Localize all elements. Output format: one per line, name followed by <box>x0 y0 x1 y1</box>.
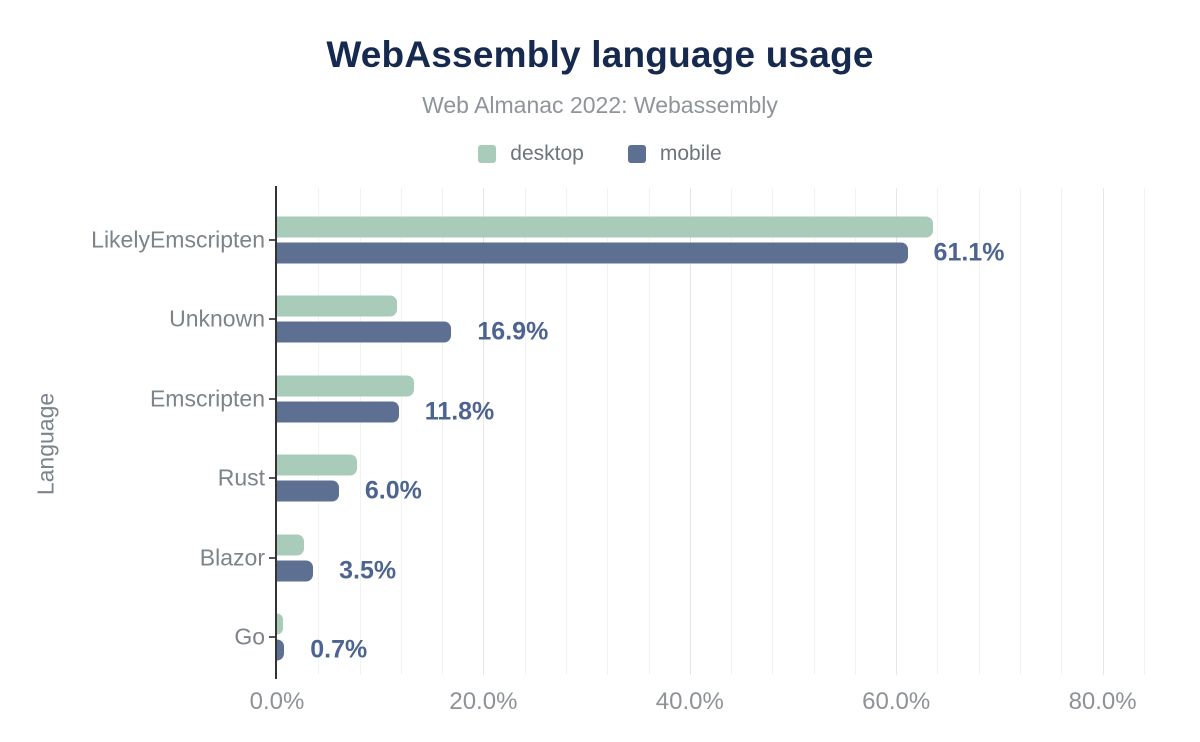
minor-gridline <box>937 188 939 675</box>
category-tick <box>269 238 275 241</box>
chart-subtitle: Web Almanac 2022: Webassembly <box>422 92 778 118</box>
minor-gridline <box>400 188 402 675</box>
value-label: 6.0% <box>364 476 422 505</box>
minor-gridline <box>359 188 361 675</box>
minor-gridline <box>1061 188 1063 675</box>
bar-desktop <box>277 375 415 397</box>
category-label: Go <box>234 623 265 650</box>
minor-gridline <box>318 188 320 675</box>
value-label: 3.5% <box>339 556 397 585</box>
desktop-swatch-icon <box>478 145 497 163</box>
x-tick-label: 80.0% <box>1068 688 1137 715</box>
chart-title: WebAssembly language usage <box>326 34 874 75</box>
major-gridline <box>1102 188 1104 675</box>
minor-gridline <box>772 188 774 675</box>
plot-rows: LikelyEmscripten 61.1% Unknown 16.9% Emscrip… <box>91 200 1180 678</box>
bar-group: 3.5% <box>277 534 1180 585</box>
bar-line-mobile: 0.7% <box>277 635 1180 664</box>
value-label: 0.7% <box>310 635 368 664</box>
minor-gridline <box>978 188 980 675</box>
bar-line-desktop <box>277 454 1180 476</box>
minor-gridline <box>565 188 567 675</box>
bar-mobile <box>277 321 452 343</box>
value-label: 11.8% <box>424 397 495 426</box>
bar-desktop <box>277 216 934 238</box>
major-gridline <box>483 188 485 675</box>
minor-gridline <box>442 188 444 675</box>
bar-group: 0.7% <box>277 613 1180 664</box>
bar-row-likelyemscripten: LikelyEmscripten 61.1% <box>91 200 1180 280</box>
minor-gridline <box>648 188 650 675</box>
bar-line-mobile: 6.0% <box>277 476 1180 505</box>
bar-mobile <box>277 560 314 582</box>
minor-gridline <box>1020 188 1022 675</box>
y-axis-line <box>275 186 277 679</box>
minor-gridline <box>731 188 733 675</box>
bar-row-emscripten: Emscripten 11.8% <box>150 359 1180 439</box>
legend-label-mobile: mobile <box>659 142 722 165</box>
legend: desktop mobile <box>0 142 1200 166</box>
major-gridline <box>689 188 691 675</box>
bar-mobile <box>277 639 285 661</box>
x-tick-label: 40.0% <box>655 688 724 715</box>
category-tick <box>269 318 275 321</box>
category-label: LikelyEmscripten <box>91 226 265 253</box>
minor-gridline <box>813 188 815 675</box>
category-tick <box>269 477 275 480</box>
minor-gridline <box>1143 188 1145 675</box>
bar-mobile <box>277 242 908 264</box>
bar-desktop <box>277 454 358 476</box>
bar-line-desktop <box>277 375 1180 397</box>
bar-line-mobile: 3.5% <box>277 556 1180 585</box>
bar-group: 61.1% <box>277 216 1180 267</box>
category-tick <box>269 636 275 639</box>
minor-gridline <box>607 188 609 675</box>
bar-line-desktop <box>277 216 1180 238</box>
y-axis-title: Language <box>32 392 59 496</box>
bar-desktop <box>277 613 284 635</box>
major-gridline <box>896 188 898 675</box>
bar-line-desktop <box>277 295 1180 317</box>
plot-area <box>277 186 1180 675</box>
bar-line-desktop <box>277 613 1180 635</box>
bar-line-mobile: 11.8% <box>277 397 1180 426</box>
category-tick <box>269 397 275 400</box>
legend-item-desktop: desktop <box>478 142 584 166</box>
bar-desktop <box>277 534 304 556</box>
category-tick <box>269 556 275 559</box>
category-label: Blazor <box>199 544 265 571</box>
value-label: 61.1% <box>933 238 1005 267</box>
bar-row-blazor: Blazor 3.5% <box>200 518 1180 598</box>
value-label: 16.9% <box>477 317 549 346</box>
bar-row-go: Go 0.7% <box>234 598 1180 678</box>
bar-line-mobile: 61.1% <box>277 238 1180 267</box>
bar-mobile <box>277 401 399 423</box>
bar-line-desktop <box>277 534 1180 556</box>
legend-item-mobile: mobile <box>627 142 722 166</box>
x-tick-label: 0.0% <box>249 688 305 715</box>
bar-line-mobile: 16.9% <box>277 317 1180 346</box>
bar-group: 6.0% <box>277 454 1180 505</box>
x-axis: 0.0% 20.0% 40.0% 60.0% 80.0% <box>250 688 1180 718</box>
bar-mobile <box>277 480 339 502</box>
bar-group: 16.9% <box>277 295 1180 346</box>
x-tick-label: 20.0% <box>449 688 518 715</box>
category-label: Emscripten <box>149 385 265 412</box>
category-label: Rust <box>217 464 265 491</box>
minor-gridline <box>854 188 856 675</box>
category-label: Unknown <box>169 305 265 332</box>
mobile-swatch-icon <box>627 145 646 163</box>
minor-gridline <box>524 188 526 675</box>
bar-group: 11.8% <box>277 375 1180 426</box>
bar-row-unknown: Unknown 16.9% <box>169 280 1180 360</box>
bar-desktop <box>277 295 397 317</box>
bar-row-rust: Rust 6.0% <box>218 439 1180 519</box>
legend-label-desktop: desktop <box>510 142 584 165</box>
x-tick-label: 60.0% <box>862 688 931 715</box>
